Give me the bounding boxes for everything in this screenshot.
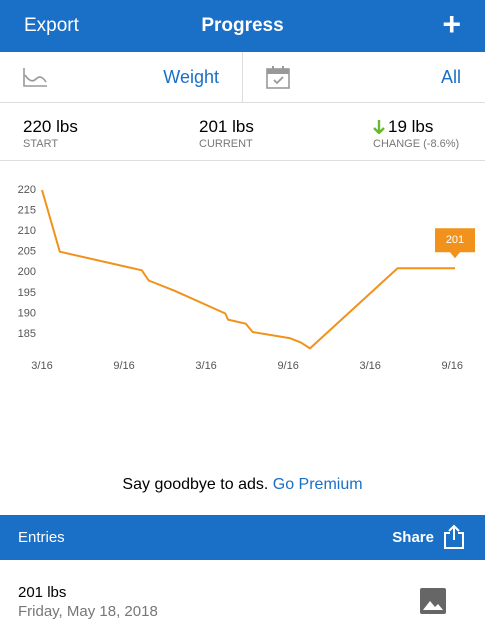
- change-label: CHANGE (-8.6%): [373, 138, 460, 150]
- entries-title: Entries: [18, 529, 65, 546]
- y-tick-label: 220: [18, 184, 36, 196]
- y-tick-label: 190: [18, 307, 36, 319]
- range-selector[interactable]: All: [440, 67, 461, 87]
- export-button[interactable]: Export: [24, 15, 79, 36]
- premium-link[interactable]: Go Premium: [272, 476, 363, 493]
- top-bar: Export Progress +: [0, 0, 485, 52]
- entry-weight: 201 lbs: [18, 584, 67, 601]
- chart: 185 190 195 200 205 210 215 220 3/16 9/16 3/16 9/16…: [18, 184, 475, 372]
- calendar-icon[interactable]: [265, 64, 291, 90]
- y-tick-label: 200: [18, 266, 36, 278]
- change-value: 19 lbs: [388, 117, 434, 136]
- start-label: START: [23, 138, 59, 150]
- y-tick-label: 195: [18, 287, 36, 299]
- entries-bar: Entries Share: [0, 515, 485, 560]
- metric-selector[interactable]: Weight: [163, 67, 219, 87]
- entry-row[interactable]: 201 lbs Friday, May 18, 2018: [0, 560, 485, 640]
- weight-line: [41, 189, 455, 350]
- start-value: 220 lbs: [23, 117, 78, 136]
- share-button[interactable]: Share: [392, 529, 434, 546]
- chart-icon[interactable]: [22, 66, 48, 88]
- ad-text: Say goodbye to ads.: [122, 476, 269, 493]
- y-tick-label: 185: [18, 328, 36, 340]
- toolbar: Weight All: [0, 52, 485, 103]
- value-label: 201: [446, 234, 464, 246]
- down-arrow: [373, 120, 385, 134]
- y-tick-label: 215: [18, 204, 36, 216]
- ad-banner: Say goodbye to ads. Go Premium: [0, 476, 485, 494]
- y-tick-label: 205: [18, 246, 36, 258]
- divider: [242, 52, 243, 102]
- photo-icon[interactable]: [419, 587, 447, 615]
- add-button[interactable]: +: [442, 6, 461, 42]
- x-tick-label: 3/16: [195, 360, 216, 372]
- current-label: CURRENT: [199, 138, 253, 150]
- x-tick-label: 9/16: [442, 360, 463, 372]
- x-tick-label: 3/16: [360, 360, 381, 372]
- x-tick-label: 9/16: [113, 360, 134, 372]
- current-value: 201 lbs: [199, 117, 254, 136]
- share-icon[interactable]: [443, 524, 465, 550]
- screen-title: Progress: [201, 15, 284, 36]
- x-tick-label: 9/16: [277, 360, 298, 372]
- callout-badge: [435, 228, 475, 259]
- y-tick-label: 210: [18, 225, 36, 237]
- stats-row: 220 lbs START 201 lbs CURRENT 19 lbs CHA…: [0, 103, 485, 161]
- x-tick-label: 3/16: [31, 360, 52, 372]
- entry-date: Friday, May 18, 2018: [18, 603, 158, 620]
